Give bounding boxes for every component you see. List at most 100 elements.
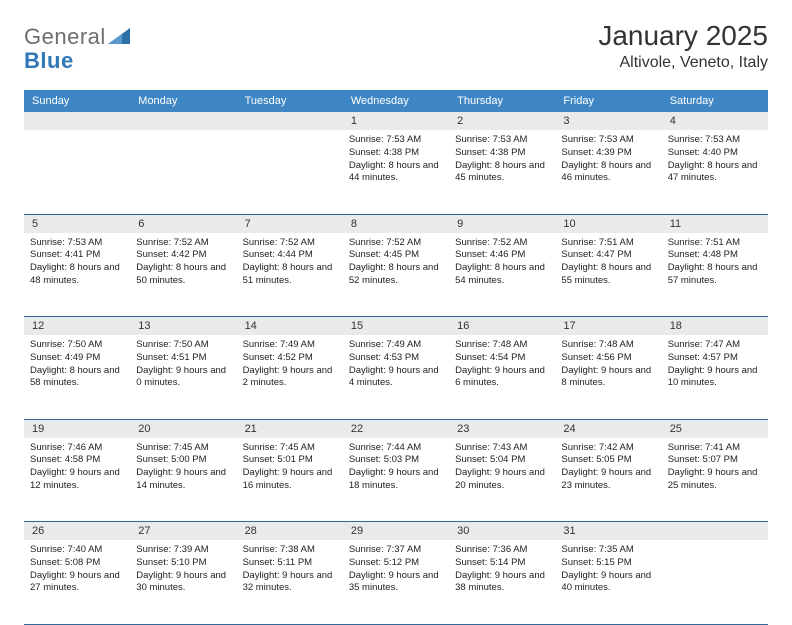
day-body: Sunrise: 7:52 AMSunset: 4:45 PMDaylight:… bbox=[343, 233, 449, 294]
sunset-line: Sunset: 4:54 PM bbox=[455, 352, 549, 365]
day-number: 29 bbox=[343, 522, 449, 540]
sunrise-line: Sunrise: 7:53 AM bbox=[349, 134, 443, 147]
daylight-line: Daylight: 9 hours and 35 minutes. bbox=[349, 570, 443, 596]
day-body: Sunrise: 7:50 AMSunset: 4:51 PMDaylight:… bbox=[130, 335, 236, 396]
empty-cell bbox=[237, 112, 343, 130]
day-body: Sunrise: 7:37 AMSunset: 5:12 PMDaylight:… bbox=[343, 540, 449, 601]
day-cell: Sunrise: 7:43 AMSunset: 5:04 PMDaylight:… bbox=[449, 438, 555, 522]
sunrise-line: Sunrise: 7:43 AM bbox=[455, 442, 549, 455]
day-number: 23 bbox=[449, 420, 555, 438]
sunset-line: Sunset: 4:40 PM bbox=[668, 147, 762, 160]
sunrise-line: Sunrise: 7:39 AM bbox=[136, 544, 230, 557]
day-body: Sunrise: 7:45 AMSunset: 5:01 PMDaylight:… bbox=[237, 438, 343, 499]
daylight-line: Daylight: 9 hours and 12 minutes. bbox=[30, 467, 124, 493]
sunset-line: Sunset: 4:39 PM bbox=[561, 147, 655, 160]
calendar-table: Sunday Monday Tuesday Wednesday Thursday… bbox=[24, 90, 768, 625]
empty-cell bbox=[24, 112, 130, 130]
day-cell: Sunrise: 7:53 AMSunset: 4:39 PMDaylight:… bbox=[555, 130, 661, 214]
dayname-monday: Monday bbox=[130, 90, 236, 112]
location-subtitle: Altivole, Veneto, Italy bbox=[598, 54, 768, 72]
daylight-line: Daylight: 8 hours and 48 minutes. bbox=[30, 262, 124, 288]
day-body: Sunrise: 7:39 AMSunset: 5:10 PMDaylight:… bbox=[130, 540, 236, 601]
sunrise-line: Sunrise: 7:51 AM bbox=[668, 237, 762, 250]
day-cell: Sunrise: 7:47 AMSunset: 4:57 PMDaylight:… bbox=[662, 335, 768, 419]
day-body: Sunrise: 7:43 AMSunset: 5:04 PMDaylight:… bbox=[449, 438, 555, 499]
day-number: 11 bbox=[662, 215, 768, 233]
day-body: Sunrise: 7:52 AMSunset: 4:44 PMDaylight:… bbox=[237, 233, 343, 294]
day-number: 5 bbox=[24, 215, 130, 233]
day-body: Sunrise: 7:53 AMSunset: 4:38 PMDaylight:… bbox=[343, 130, 449, 191]
day-number: 1 bbox=[343, 112, 449, 130]
daylight-line: Daylight: 9 hours and 23 minutes. bbox=[561, 467, 655, 493]
sunrise-line: Sunrise: 7:52 AM bbox=[455, 237, 549, 250]
sunset-line: Sunset: 5:01 PM bbox=[243, 454, 337, 467]
daylight-line: Daylight: 9 hours and 20 minutes. bbox=[455, 467, 549, 493]
day-cell: Sunrise: 7:37 AMSunset: 5:12 PMDaylight:… bbox=[343, 540, 449, 624]
daylight-line: Daylight: 9 hours and 27 minutes. bbox=[30, 570, 124, 596]
daylight-line: Daylight: 8 hours and 46 minutes. bbox=[561, 160, 655, 186]
day-body: Sunrise: 7:52 AMSunset: 4:42 PMDaylight:… bbox=[130, 233, 236, 294]
daylight-line: Daylight: 9 hours and 6 minutes. bbox=[455, 365, 549, 391]
daylight-line: Daylight: 8 hours and 57 minutes. bbox=[668, 262, 762, 288]
sunset-line: Sunset: 4:51 PM bbox=[136, 352, 230, 365]
sunset-line: Sunset: 4:38 PM bbox=[349, 147, 443, 160]
daylight-line: Daylight: 8 hours and 47 minutes. bbox=[668, 160, 762, 186]
day-cell: Sunrise: 7:52 AMSunset: 4:45 PMDaylight:… bbox=[343, 233, 449, 317]
sunset-line: Sunset: 4:41 PM bbox=[30, 249, 124, 262]
day-body: Sunrise: 7:53 AMSunset: 4:39 PMDaylight:… bbox=[555, 130, 661, 191]
daynum-row: 12131415161718 bbox=[24, 317, 768, 336]
day-cell: Sunrise: 7:44 AMSunset: 5:03 PMDaylight:… bbox=[343, 438, 449, 522]
day-cell: Sunrise: 7:52 AMSunset: 4:44 PMDaylight:… bbox=[237, 233, 343, 317]
sunrise-line: Sunrise: 7:36 AM bbox=[455, 544, 549, 557]
day-number: 16 bbox=[449, 317, 555, 335]
day-number: 28 bbox=[237, 522, 343, 540]
sunrise-line: Sunrise: 7:50 AM bbox=[136, 339, 230, 352]
empty-cell bbox=[662, 540, 768, 624]
sunset-line: Sunset: 4:58 PM bbox=[30, 454, 124, 467]
daylight-line: Daylight: 9 hours and 40 minutes. bbox=[561, 570, 655, 596]
day-body: Sunrise: 7:48 AMSunset: 4:54 PMDaylight:… bbox=[449, 335, 555, 396]
day-number: 14 bbox=[237, 317, 343, 335]
day-number: 27 bbox=[130, 522, 236, 540]
daynum-row: 262728293031 bbox=[24, 522, 768, 541]
sunset-line: Sunset: 5:03 PM bbox=[349, 454, 443, 467]
day-body: Sunrise: 7:36 AMSunset: 5:14 PMDaylight:… bbox=[449, 540, 555, 601]
sunrise-line: Sunrise: 7:53 AM bbox=[668, 134, 762, 147]
day-body: Sunrise: 7:50 AMSunset: 4:49 PMDaylight:… bbox=[24, 335, 130, 396]
day-body: Sunrise: 7:46 AMSunset: 4:58 PMDaylight:… bbox=[24, 438, 130, 499]
daylight-line: Daylight: 9 hours and 10 minutes. bbox=[668, 365, 762, 391]
day-cell: Sunrise: 7:53 AMSunset: 4:38 PMDaylight:… bbox=[343, 130, 449, 214]
day-number: 7 bbox=[237, 215, 343, 233]
sunrise-line: Sunrise: 7:44 AM bbox=[349, 442, 443, 455]
sunrise-line: Sunrise: 7:40 AM bbox=[30, 544, 124, 557]
day-number: 6 bbox=[130, 215, 236, 233]
day-number: 3 bbox=[555, 112, 661, 130]
day-cell: Sunrise: 7:39 AMSunset: 5:10 PMDaylight:… bbox=[130, 540, 236, 624]
sunset-line: Sunset: 5:05 PM bbox=[561, 454, 655, 467]
logo-text-2: Blue bbox=[24, 48, 74, 74]
sunset-line: Sunset: 5:11 PM bbox=[243, 557, 337, 570]
day-number: 24 bbox=[555, 420, 661, 438]
day-number: 12 bbox=[24, 317, 130, 335]
empty-cell bbox=[662, 522, 768, 541]
day-number: 19 bbox=[24, 420, 130, 438]
day-number: 21 bbox=[237, 420, 343, 438]
daybody-row: Sunrise: 7:40 AMSunset: 5:08 PMDaylight:… bbox=[24, 540, 768, 624]
day-body: Sunrise: 7:53 AMSunset: 4:41 PMDaylight:… bbox=[24, 233, 130, 294]
sunrise-line: Sunrise: 7:45 AM bbox=[243, 442, 337, 455]
logo-triangle-icon bbox=[108, 24, 130, 50]
daybody-row: Sunrise: 7:50 AMSunset: 4:49 PMDaylight:… bbox=[24, 335, 768, 419]
day-number: 18 bbox=[662, 317, 768, 335]
sunrise-line: Sunrise: 7:52 AM bbox=[136, 237, 230, 250]
day-cell: Sunrise: 7:49 AMSunset: 4:53 PMDaylight:… bbox=[343, 335, 449, 419]
day-cell: Sunrise: 7:42 AMSunset: 5:05 PMDaylight:… bbox=[555, 438, 661, 522]
sunrise-line: Sunrise: 7:53 AM bbox=[455, 134, 549, 147]
sunset-line: Sunset: 4:57 PM bbox=[668, 352, 762, 365]
day-number: 17 bbox=[555, 317, 661, 335]
day-body: Sunrise: 7:42 AMSunset: 5:05 PMDaylight:… bbox=[555, 438, 661, 499]
day-cell: Sunrise: 7:53 AMSunset: 4:38 PMDaylight:… bbox=[449, 130, 555, 214]
sunset-line: Sunset: 4:48 PM bbox=[668, 249, 762, 262]
day-body: Sunrise: 7:40 AMSunset: 5:08 PMDaylight:… bbox=[24, 540, 130, 601]
day-number: 26 bbox=[24, 522, 130, 540]
daylight-line: Daylight: 9 hours and 18 minutes. bbox=[349, 467, 443, 493]
